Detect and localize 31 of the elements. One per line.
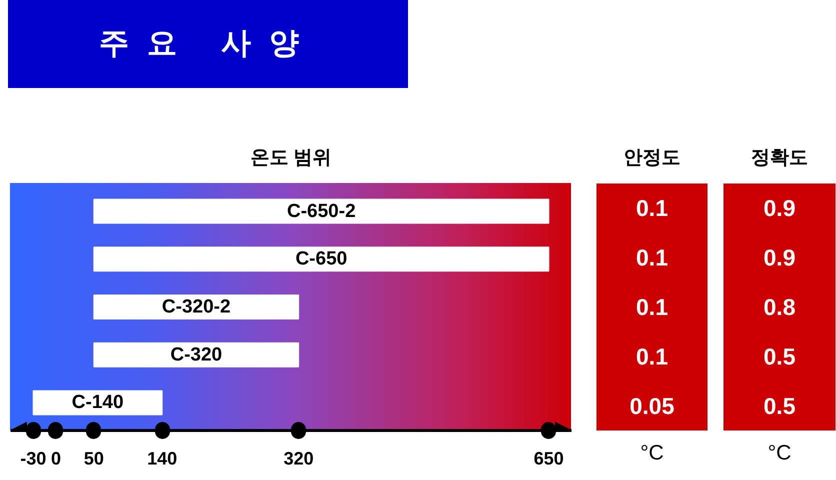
data-label: 0.1 — [636, 343, 668, 370]
data-label: 0.1 — [636, 294, 668, 320]
data-label: 0.9 — [764, 195, 796, 222]
data-label: 0.5 — [764, 392, 796, 419]
data-label: 0.9 — [764, 244, 796, 271]
category-label: C-320-2 — [162, 296, 231, 318]
data-label: 0.5 — [764, 343, 796, 370]
category-label: C-320 — [170, 344, 222, 366]
x-tick-label: 320 — [284, 448, 314, 468]
x-tick-label: 0 — [50, 448, 61, 468]
category-label: C-650 — [295, 248, 348, 270]
x-tick-label: 140 — [147, 448, 178, 468]
chart-subtitle: 온도 범위 — [250, 148, 332, 168]
x-tick-label: -30 — [20, 448, 46, 468]
bar — [93, 294, 300, 320]
x-tick-label: 650 — [534, 448, 564, 468]
data-label: 0.8 — [764, 294, 796, 320]
data-label: 0.1 — [636, 244, 668, 271]
bar — [93, 246, 550, 272]
text: 안정도 — [624, 148, 680, 168]
data-label: 0.05 — [630, 392, 675, 419]
text: °C — [768, 442, 792, 464]
x-tick-label: 50 — [84, 448, 104, 468]
text: °C — [640, 442, 664, 464]
category-label: C-140 — [72, 392, 124, 414]
category-label: C-650-2 — [287, 200, 356, 222]
bar — [93, 198, 550, 224]
data-label: 0.1 — [636, 195, 668, 222]
text: 정확도 — [751, 148, 808, 168]
bar — [93, 342, 300, 368]
chart-title: 주요 사양 — [98, 26, 318, 62]
